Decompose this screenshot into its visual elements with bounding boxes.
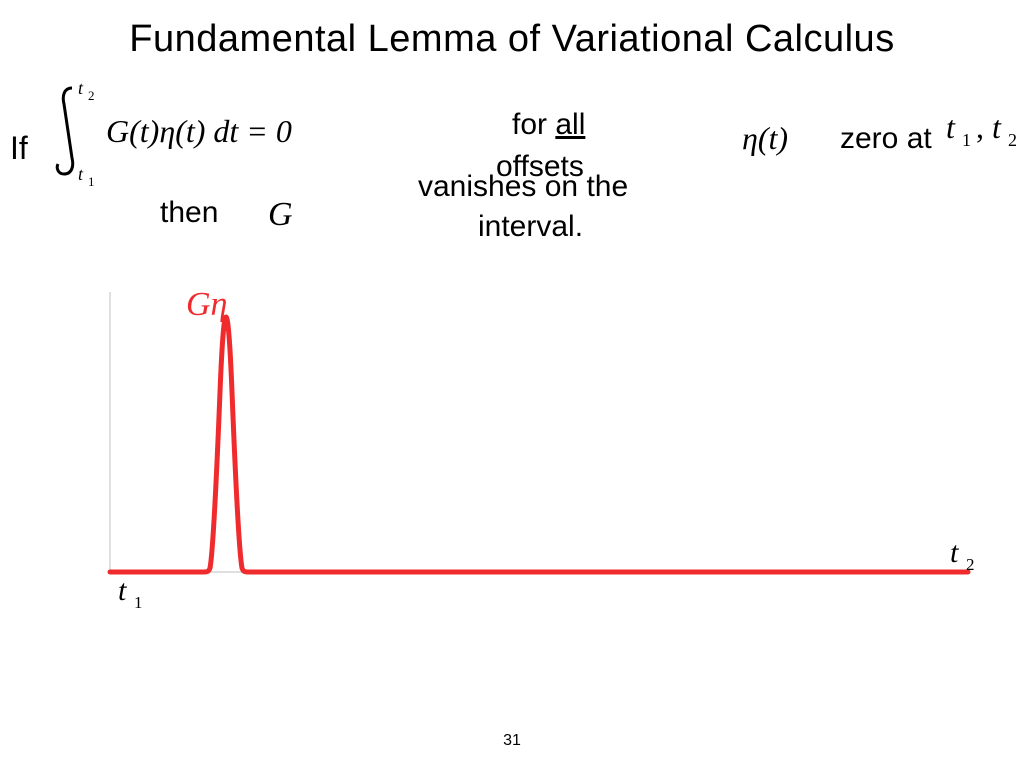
text-interval: interval. xyxy=(478,210,583,244)
text-vanishes: vanishes on the xyxy=(418,170,628,204)
eta-of-t: η(t) xyxy=(742,120,788,157)
endpoint-t2-t: t xyxy=(992,110,1002,145)
slide: Fundamental Lemma of Variational Calculu… xyxy=(0,0,1024,768)
text-then: then xyxy=(160,196,218,230)
endpoint-t2-sub: 2 xyxy=(1008,130,1017,150)
plot-label-t1-t: t xyxy=(118,574,127,607)
integral-upper-sub: 2 xyxy=(88,88,95,103)
slide-title: Fundamental Lemma of Variational Calculu… xyxy=(0,18,1024,61)
text-for-all: for all xyxy=(512,108,585,142)
plot-label-t2-sub: 2 xyxy=(966,555,975,574)
t1-t2-svg: t 1 , t 2 xyxy=(946,110,1024,150)
integral-upper-t: t xyxy=(78,78,84,98)
endpoint-t1-sub: 1 xyxy=(962,130,971,150)
integral-sign xyxy=(57,88,72,174)
integral-lower-t: t xyxy=(78,164,84,184)
plot: t 1 t 2 xyxy=(88,272,992,612)
plot-curve xyxy=(110,317,968,572)
t1-t2-endpoints: t 1 , t 2 xyxy=(946,110,1024,150)
text-zero-at: zero at xyxy=(840,122,932,156)
symbol-G: G xyxy=(268,196,293,234)
text-for: for xyxy=(512,108,555,141)
plot-label-t1-sub: 1 xyxy=(134,593,143,612)
endpoint-comma: , xyxy=(976,110,984,145)
integral-body: G(t)η(t) dt = 0 xyxy=(106,113,292,149)
page-number: 31 xyxy=(0,732,1024,750)
text-all: all xyxy=(555,108,585,141)
plot-svg: t 1 t 2 xyxy=(88,272,992,612)
text-if: If xyxy=(10,130,28,167)
integral-lower-sub: 1 xyxy=(88,174,95,186)
plot-label-t2-t: t xyxy=(950,536,959,569)
endpoint-t1-t: t xyxy=(946,110,956,145)
